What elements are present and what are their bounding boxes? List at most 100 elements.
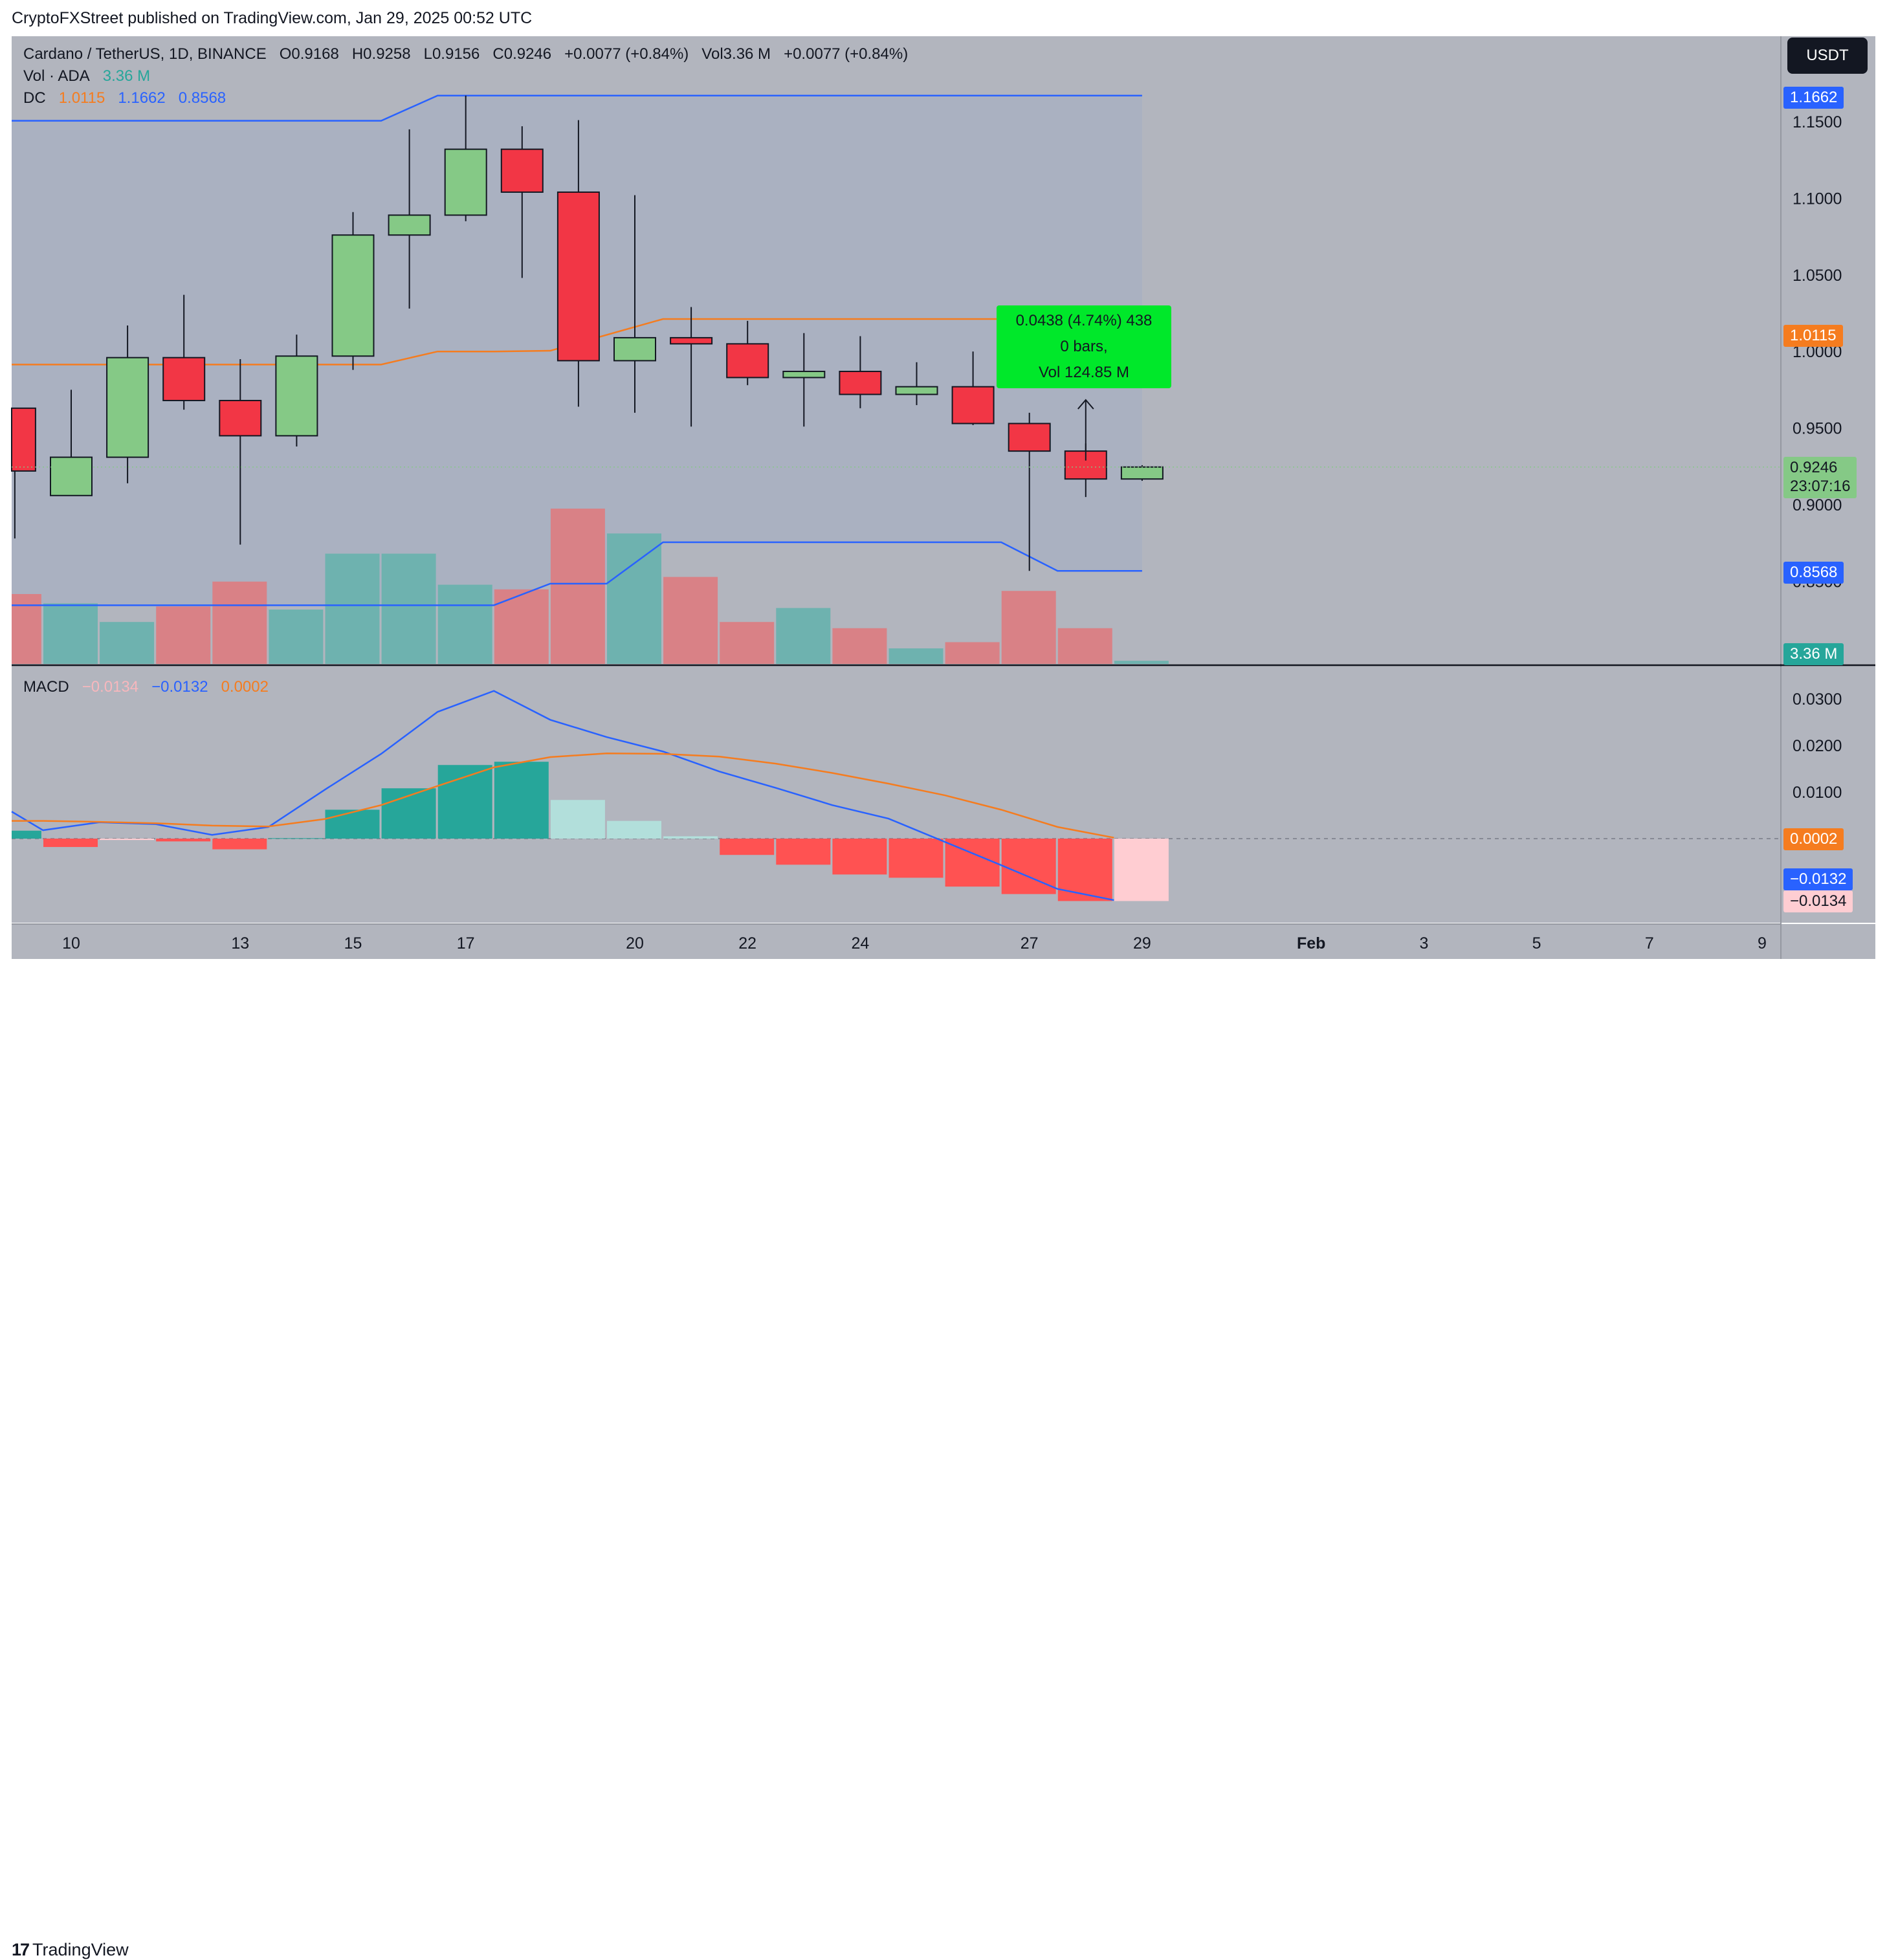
macd-hist-bar-23 bbox=[776, 839, 831, 865]
symbol-name[interactable]: Cardano / TetherUS, 1D, BINANCE bbox=[23, 45, 267, 63]
candle-body-23 bbox=[782, 370, 826, 379]
tag-volume: 3.36 M bbox=[1783, 643, 1844, 665]
volume-bar-29 bbox=[1114, 661, 1169, 664]
macd-signal-line bbox=[12, 752, 1114, 839]
macd-hist-bar-15 bbox=[325, 809, 380, 839]
macd-hist-bar-11 bbox=[100, 839, 155, 841]
volume-bar-19 bbox=[550, 509, 605, 664]
measure-volume: Vol 124.85 M bbox=[1038, 364, 1130, 381]
candle-body-29 bbox=[1120, 466, 1164, 480]
candle-body-19 bbox=[557, 191, 600, 362]
volume-bar-22 bbox=[720, 622, 775, 664]
macd-hist-bar-18 bbox=[494, 762, 549, 839]
volume-bar-20 bbox=[607, 533, 661, 664]
low-value: 0.9156 bbox=[432, 45, 480, 63]
macd-legend: MACD −0.0134 −0.0132 0.0002 bbox=[23, 678, 269, 696]
chart-canvas[interactable]: 0.85000.90000.95001.00001.05001.10001.15… bbox=[0, 0, 1887, 1004]
macd-line bbox=[11, 690, 1114, 901]
candle-body-15 bbox=[331, 234, 375, 357]
candle-body-13 bbox=[219, 399, 262, 437]
low-label: L bbox=[423, 45, 432, 63]
candle-body-12 bbox=[162, 357, 206, 401]
macd-pane-bg bbox=[12, 666, 1781, 923]
volume-bar-11 bbox=[100, 622, 155, 664]
price-tick-label: 1.0500 bbox=[1793, 267, 1842, 285]
macd-hist-bar-9 bbox=[12, 830, 41, 839]
donchian-legend: DC 1.0115 1.1662 0.8568 bbox=[23, 89, 226, 107]
time-tick-label: 13 bbox=[231, 934, 249, 952]
price-tick-label: 1.1500 bbox=[1793, 113, 1842, 131]
tag-dc-lower: 0.8568 bbox=[1783, 562, 1844, 584]
time-tick-label: 17 bbox=[457, 934, 475, 952]
measure-arrow[interactable] bbox=[1077, 399, 1094, 461]
macd-plot bbox=[11, 690, 1781, 901]
macd-hist-bar-19 bbox=[550, 800, 605, 839]
time-tick-label: 20 bbox=[626, 934, 644, 952]
time-tick-label: Feb bbox=[1297, 934, 1325, 952]
time-axis-ticks: 10 13 15 17 20 22 24 27 29 Feb 3 5 7 9 bbox=[62, 934, 1767, 952]
candlesticks[interactable] bbox=[11, 95, 1164, 571]
vol-change: +0.0077 (+0.84%) bbox=[784, 45, 909, 63]
candle-body-10 bbox=[50, 456, 93, 496]
tradingview-logo[interactable]: 17 TradingView bbox=[12, 1940, 129, 1960]
macd-label[interactable]: MACD bbox=[23, 678, 69, 696]
volume-indicator-label[interactable]: Vol · ADA bbox=[23, 67, 90, 85]
bar-countdown: 23:07:16 bbox=[1790, 478, 1851, 495]
candle-body-16 bbox=[388, 214, 431, 236]
axis-corner bbox=[1781, 924, 1875, 959]
symbol-legend: Cardano / TetherUS, 1D, BINANCE O0.9168 … bbox=[23, 45, 908, 63]
volume-legend: Vol · ADA 3.36 M bbox=[23, 67, 150, 85]
candle-body-24 bbox=[839, 370, 882, 395]
volume-bar-13 bbox=[212, 581, 267, 664]
donchian-upper-value: 1.1662 bbox=[118, 89, 166, 107]
tv-logo-icon: 17 bbox=[12, 1940, 30, 1959]
macd-hist-bar-27 bbox=[1001, 839, 1056, 894]
time-tick-label: 5 bbox=[1532, 934, 1541, 952]
close-value: 0.9246 bbox=[503, 45, 552, 63]
candle-body-25 bbox=[895, 386, 938, 395]
measure-tooltip: 0.0438 (4.74%) 438 0 bars, Vol 124.85 M bbox=[997, 305, 1171, 388]
macd-hist-bar-25 bbox=[888, 839, 944, 878]
tag-dc-mid: 1.0115 bbox=[1783, 325, 1843, 347]
macd-hist-value: −0.0134 bbox=[82, 678, 139, 696]
time-tick-label: 3 bbox=[1419, 934, 1428, 952]
open-label: O bbox=[279, 45, 292, 63]
tag-last-price: 0.9246 23:07:16 bbox=[1783, 457, 1857, 498]
time-tick-label: 10 bbox=[62, 934, 80, 952]
vol-label: Vol bbox=[701, 45, 723, 63]
macd-tick-label: 0.0100 bbox=[1793, 784, 1842, 802]
price-axis-ticks: 0.85000.90000.95001.00001.05001.10001.15… bbox=[1793, 113, 1842, 591]
volume-bar-17 bbox=[437, 584, 492, 664]
macd-signal-value: 0.0002 bbox=[221, 678, 269, 696]
attribution-text: CryptoFXStreet published on TradingView.… bbox=[12, 9, 533, 27]
macd-hist-bar-22 bbox=[720, 839, 775, 855]
donchian-label[interactable]: DC bbox=[23, 89, 46, 107]
time-tick-label: 29 bbox=[1133, 934, 1151, 952]
price-tick-label: 0.9000 bbox=[1793, 496, 1842, 514]
donchian-lower-line bbox=[12, 541, 1142, 606]
volume-bar-18 bbox=[494, 589, 549, 664]
donchian-lower-value: 0.8568 bbox=[178, 89, 226, 107]
donchian-upper-line bbox=[12, 94, 1142, 122]
vol-value: 3.36 M bbox=[723, 45, 771, 63]
currency-button[interactable]: USDT bbox=[1787, 38, 1868, 74]
candle-body-14 bbox=[275, 355, 318, 437]
macd-hist-bar-20 bbox=[607, 820, 661, 839]
macd-hist-bar-14 bbox=[269, 838, 324, 839]
volume-bar-15 bbox=[325, 553, 380, 664]
price-tick-label: 0.9500 bbox=[1793, 420, 1842, 438]
attribution-header: CryptoFXStreet published on TradingView.… bbox=[0, 0, 1887, 36]
macd-line-value: −0.0132 bbox=[151, 678, 208, 696]
volume-bar-14 bbox=[269, 610, 324, 664]
tag-macd-hist: −0.0134 bbox=[1783, 890, 1853, 912]
candle-body-20 bbox=[613, 336, 656, 362]
time-axis-bg bbox=[12, 924, 1781, 959]
volume-bar-26 bbox=[945, 642, 1000, 664]
macd-hist-bar-28 bbox=[1057, 839, 1112, 901]
macd-hist-bar-24 bbox=[832, 839, 887, 875]
footer: 17 TradingView bbox=[0, 967, 1887, 1959]
volume-bar-25 bbox=[888, 648, 944, 664]
candle-body-22 bbox=[726, 343, 769, 379]
candle-body-26 bbox=[951, 386, 995, 424]
close-label: C bbox=[492, 45, 504, 63]
